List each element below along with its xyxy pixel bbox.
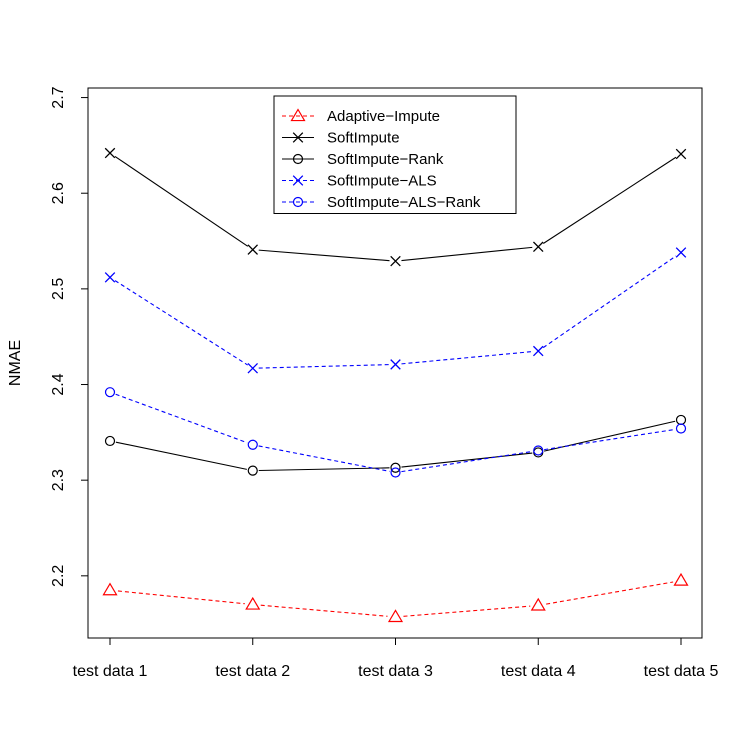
data-point	[532, 241, 544, 253]
series-layer	[102, 147, 689, 623]
legend-marker	[292, 196, 304, 208]
data-point	[530, 597, 546, 611]
x-tick-label: test data 3	[358, 663, 433, 680]
legend-entry: SoftImpute−Rank	[282, 151, 444, 168]
x-tick-label: test data 5	[644, 663, 719, 680]
series-line-segment	[258, 364, 390, 369]
series-line-segment	[258, 249, 390, 262]
y-tick-label: 2.2	[50, 565, 67, 587]
legend-entry: SoftImpute	[282, 130, 400, 147]
y-axis-title: NMAE	[7, 340, 24, 386]
data-point	[532, 345, 544, 357]
series-1	[104, 147, 687, 267]
x-tick-label: test data 4	[501, 663, 576, 680]
series-line-segment	[403, 605, 531, 617]
data-point	[245, 596, 261, 610]
series-3	[104, 247, 687, 374]
series-line-segment	[114, 155, 249, 247]
series-line-segment	[401, 450, 533, 473]
y-axis: 2.2 2.3 2.4 2.5 2.6 2.7	[50, 86, 89, 587]
legend-marker	[292, 132, 304, 143]
data-point	[675, 423, 687, 434]
series-line-segment	[401, 246, 533, 262]
x-tick-label: test data 1	[73, 663, 148, 680]
data-point	[390, 467, 401, 478]
series-line-segment	[543, 420, 676, 452]
data-point	[247, 363, 259, 374]
series-line-segment	[258, 445, 390, 472]
data-point	[533, 445, 544, 456]
legend-marker	[290, 108, 306, 122]
y-tick-label: 2.5	[50, 278, 67, 300]
legend-entry: Adaptive−Impute	[282, 108, 440, 125]
data-point	[247, 244, 259, 255]
y-tick-label: 2.6	[50, 182, 67, 204]
data-point	[247, 465, 258, 476]
y-tick-label: 2.4	[50, 373, 67, 395]
data-point	[104, 272, 116, 283]
series-2	[104, 414, 687, 476]
data-point	[390, 255, 401, 267]
data-point	[390, 462, 401, 473]
series-line-segment	[401, 351, 533, 365]
legend-label: SoftImpute−ALS	[327, 173, 437, 190]
legend-label: SoftImpute−ALS−Rank	[327, 194, 481, 211]
legend-marker	[292, 175, 304, 186]
series-line-segment	[260, 604, 388, 617]
data-point	[390, 359, 401, 370]
legend: Adaptive−Impute SoftImpute SoftImpute−Rank…	[273, 95, 517, 214]
series-line-segment	[546, 581, 674, 605]
legend-box	[273, 95, 517, 214]
x-tick-label: test data 2	[215, 663, 290, 680]
data-point	[673, 572, 689, 586]
series-line-segment	[117, 590, 245, 605]
legend-entry: SoftImpute−ALS−Rank	[282, 194, 481, 211]
data-point	[247, 439, 258, 450]
legend-marker	[292, 153, 304, 165]
series-line-segment	[544, 428, 676, 451]
series-line-segment	[258, 467, 390, 472]
data-point	[102, 582, 118, 596]
data-point	[104, 387, 116, 398]
data-point	[104, 147, 116, 159]
legend-label: SoftImpute−Rank	[327, 151, 444, 168]
series-line-segment	[115, 393, 248, 444]
data-point	[675, 148, 687, 160]
legend-entry: SoftImpute−ALS	[282, 173, 437, 190]
series-0	[102, 572, 689, 623]
legend-label: SoftImpute	[327, 130, 400, 147]
legend-label: Adaptive−Impute	[327, 108, 440, 125]
series-line-segment	[542, 156, 677, 244]
series-line-segment	[114, 280, 248, 366]
data-point	[387, 609, 404, 623]
x-axis: test data 1 test data 2 test data 3 test da…	[73, 637, 719, 680]
y-tick-label: 2.3	[50, 469, 67, 491]
y-tick-label: 2.7	[50, 86, 67, 108]
series-line-segment	[542, 255, 677, 349]
series-line-segment	[401, 452, 533, 468]
series-line-segment	[115, 441, 247, 470]
data-point	[675, 247, 687, 258]
data-point	[675, 414, 687, 426]
data-point	[104, 435, 116, 447]
series-4	[104, 387, 687, 478]
